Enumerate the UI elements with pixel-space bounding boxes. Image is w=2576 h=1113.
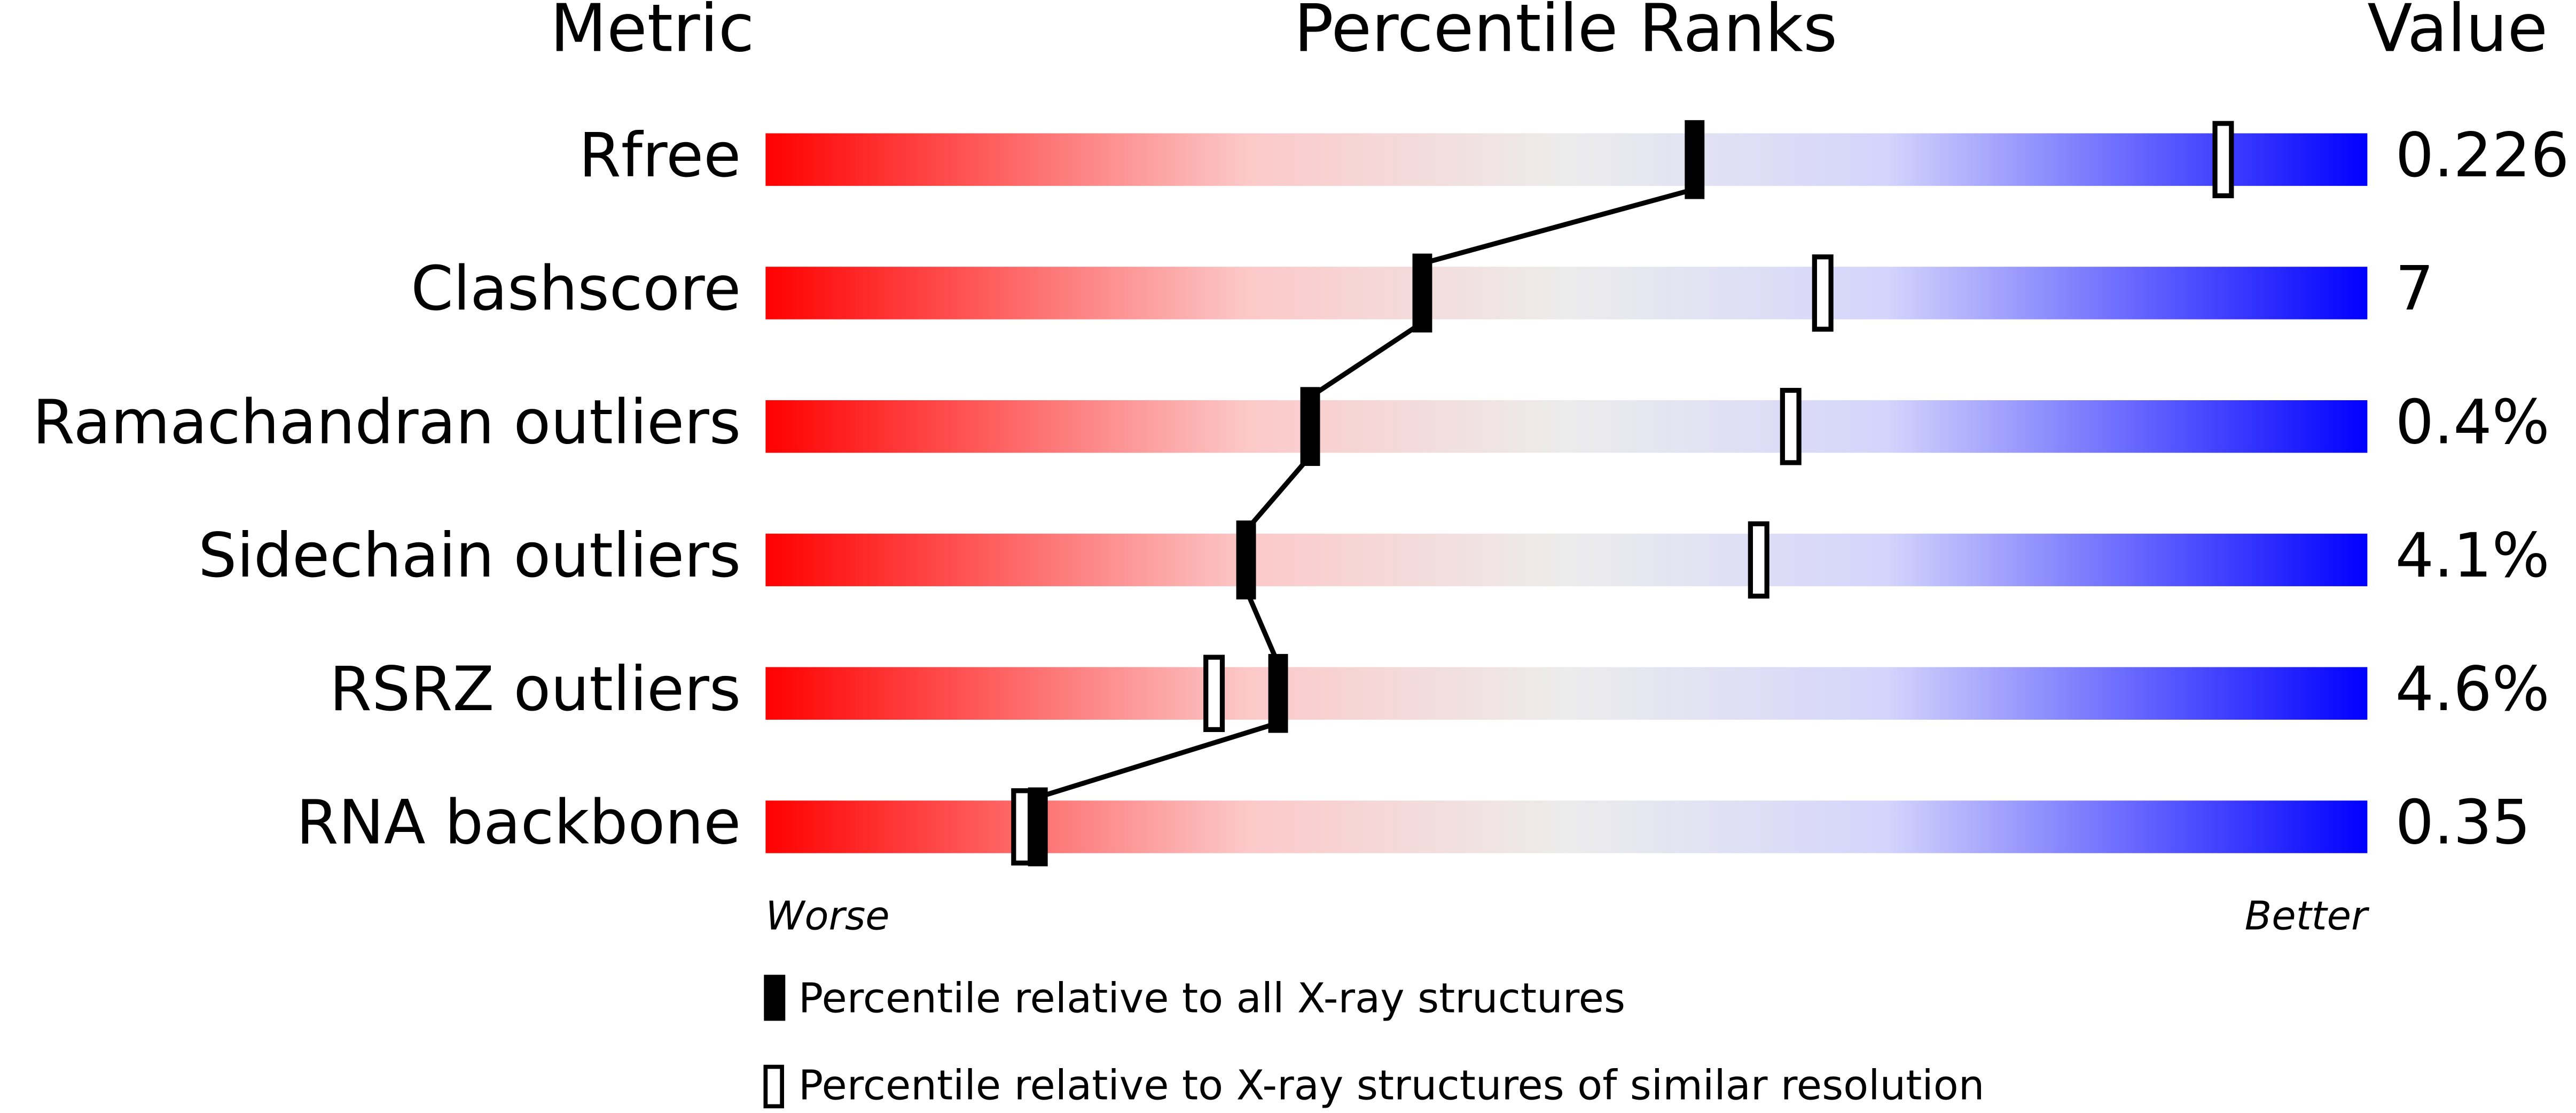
percentile-marker [1236,520,1256,600]
percentile-marker-hollow [1780,387,1802,465]
gradient-bar [765,533,2368,587]
percentile-marker [1268,653,1288,733]
header-metric: Metric [550,0,754,67]
metric-label: RSRZ outliers [330,653,741,725]
better-label: Better [2245,893,2370,939]
percentile-marker-hollow [1748,521,1769,599]
metric-label: Sidechain outliers [198,520,741,591]
legend-label: Percentile relative to all X-ray structu… [798,975,1625,1023]
gradient-bar [765,267,2368,320]
metric-label: RNA backbone [296,787,741,858]
legend-swatch [764,975,786,1021]
percentile-marker-hollow [1203,655,1225,733]
legend-swatch [763,1064,784,1109]
gradient-bar [765,133,2368,186]
percentile-marker-hollow [1011,788,1033,866]
metric-value: 4.6% [2395,653,2550,725]
gradient-bar [765,800,2368,853]
metric-value: 7 [2395,253,2434,324]
percentile-marker-hollow [1812,254,1834,332]
percentile-marker [1028,787,1048,867]
metric-value: 0.35 [2395,787,2531,858]
header-value: Value [2367,0,2548,67]
percentile-marker [1685,120,1705,199]
metric-label: Clashscore [411,253,741,324]
metric-value: 0.4% [2395,386,2550,457]
worse-label: Worse [765,893,889,939]
gradient-bar [765,400,2368,453]
percentile-marker [1412,253,1432,333]
percentile-marker [1300,387,1320,466]
legend-label: Percentile relative to X-ray structures … [798,1062,1985,1110]
percentile-marker-hollow [2212,121,2234,198]
metric-value: 4.1% [2395,520,2550,591]
gradient-bar [765,667,2368,720]
metric-label: Ramachandran outliers [33,386,741,457]
header-percentile: Percentile Ranks [1294,0,1837,67]
metric-value: 0.226 [2395,120,2570,191]
metric-label: Rfree [579,120,741,191]
